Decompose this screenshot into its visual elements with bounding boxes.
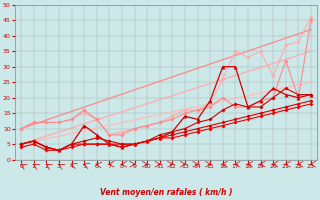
X-axis label: Vent moyen/en rafales ( km/h ): Vent moyen/en rafales ( km/h ) bbox=[100, 188, 232, 197]
